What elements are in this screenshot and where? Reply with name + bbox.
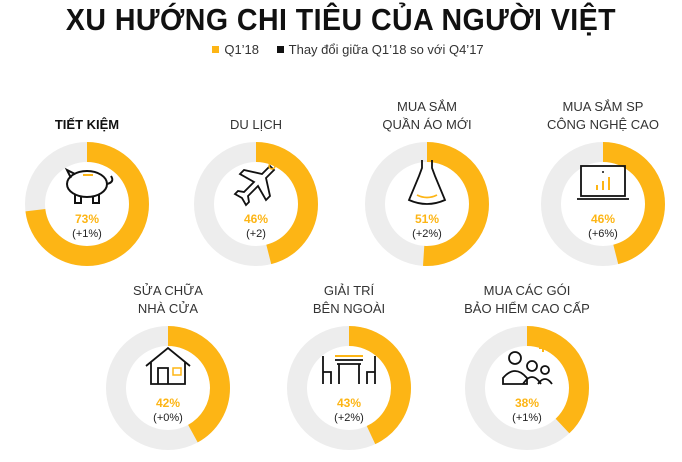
category-label-line: SỬA CHỮA <box>133 283 203 298</box>
category-label-line: MUA SẮM <box>397 99 457 114</box>
donut-3: 46% (+6%) <box>541 142 665 266</box>
donut-value-arc <box>541 142 665 266</box>
change-label: (+2%) <box>334 412 364 424</box>
house-icon <box>145 346 191 385</box>
category-label-line: TIẾT KIỆM <box>54 117 120 132</box>
value-label: 51% <box>415 212 439 226</box>
donut-value-arc <box>25 142 149 266</box>
laptop-icon <box>577 165 629 200</box>
donut-6: 38% (+1%) <box>465 326 589 450</box>
piggy-bank-icon <box>64 167 114 204</box>
category-label-line: BẢO HIỂM CAO CẤP <box>464 301 590 316</box>
donut-0: 73% (+1%) <box>25 142 149 266</box>
value-label: 46% <box>591 212 615 226</box>
category-label-line: MUA CÁC GÓI <box>483 283 571 298</box>
category-label: SỬA CHỮA NHÀ CỬA <box>88 282 248 318</box>
category-label-line: NHÀ CỬA <box>137 301 199 316</box>
donut-value-arc <box>465 326 589 450</box>
donut-value-arc <box>194 142 318 266</box>
page-title: XU HƯỚNG CHI TIÊU CỦA NGƯỜI VIỆT <box>65 2 617 37</box>
legend: Q1’18 Thay đổi giữa Q1’18 so với Q4’17 <box>0 42 682 57</box>
category-label-line: MUA SẮM SP <box>562 99 644 114</box>
value-label: 73% <box>75 212 99 226</box>
legend-swatch-change <box>276 46 284 53</box>
table-chairs-icon <box>322 355 376 384</box>
category-label-line: DU LỊCH <box>229 117 282 132</box>
value-label: 43% <box>337 396 361 410</box>
donut-value-arc <box>287 326 411 450</box>
value-label: 38% <box>515 396 539 410</box>
category-label-line: GIẢI TRÍ <box>323 283 375 298</box>
donut-5: 43% (+2%) <box>287 326 411 450</box>
donut-4: 42% (+0%) <box>106 326 230 450</box>
category-label: MUA SẮM QUẦN ÁO MỚI <box>347 98 507 134</box>
change-label: (+6%) <box>588 228 618 240</box>
change-label: (+0%) <box>153 412 183 424</box>
category-label-line: CÔNG NGHỆ CAO <box>547 117 659 132</box>
category-label: TIẾT KIỆM <box>7 116 167 134</box>
change-label: (+1%) <box>512 412 542 424</box>
legend-label-q118: Q1’18 <box>224 42 260 57</box>
dress-icon <box>407 160 447 205</box>
category-label: GIẢI TRÍ BÊN NGOÀI <box>269 282 429 318</box>
donut-value-arc <box>106 326 230 450</box>
legend-label-change: Thay đổi giữa Q1’18 so với Q4’17 <box>288 42 484 57</box>
value-label: 42% <box>156 396 180 410</box>
donut-2: 51% (+2%) <box>365 142 489 266</box>
value-label: 46% <box>244 212 268 226</box>
category-label: MUA CÁC GÓI BẢO HIỂM CAO CẤP <box>447 282 607 318</box>
family-icon <box>502 344 553 385</box>
category-label-line: BÊN NGOÀI <box>312 301 386 316</box>
donut-value-arc <box>365 142 489 266</box>
donut-1: 46% (+2) <box>194 142 318 266</box>
change-label: (+1%) <box>72 228 102 240</box>
airplane-icon <box>233 162 276 207</box>
category-label: DU LỊCH <box>176 116 336 134</box>
legend-swatch-q118 <box>212 46 220 53</box>
change-label: (+2%) <box>412 228 442 240</box>
category-label: MUA SẮM SP CÔNG NGHỆ CAO <box>523 98 682 134</box>
change-label: (+2) <box>246 228 266 240</box>
category-label-line: QUẦN ÁO MỚI <box>382 117 472 132</box>
